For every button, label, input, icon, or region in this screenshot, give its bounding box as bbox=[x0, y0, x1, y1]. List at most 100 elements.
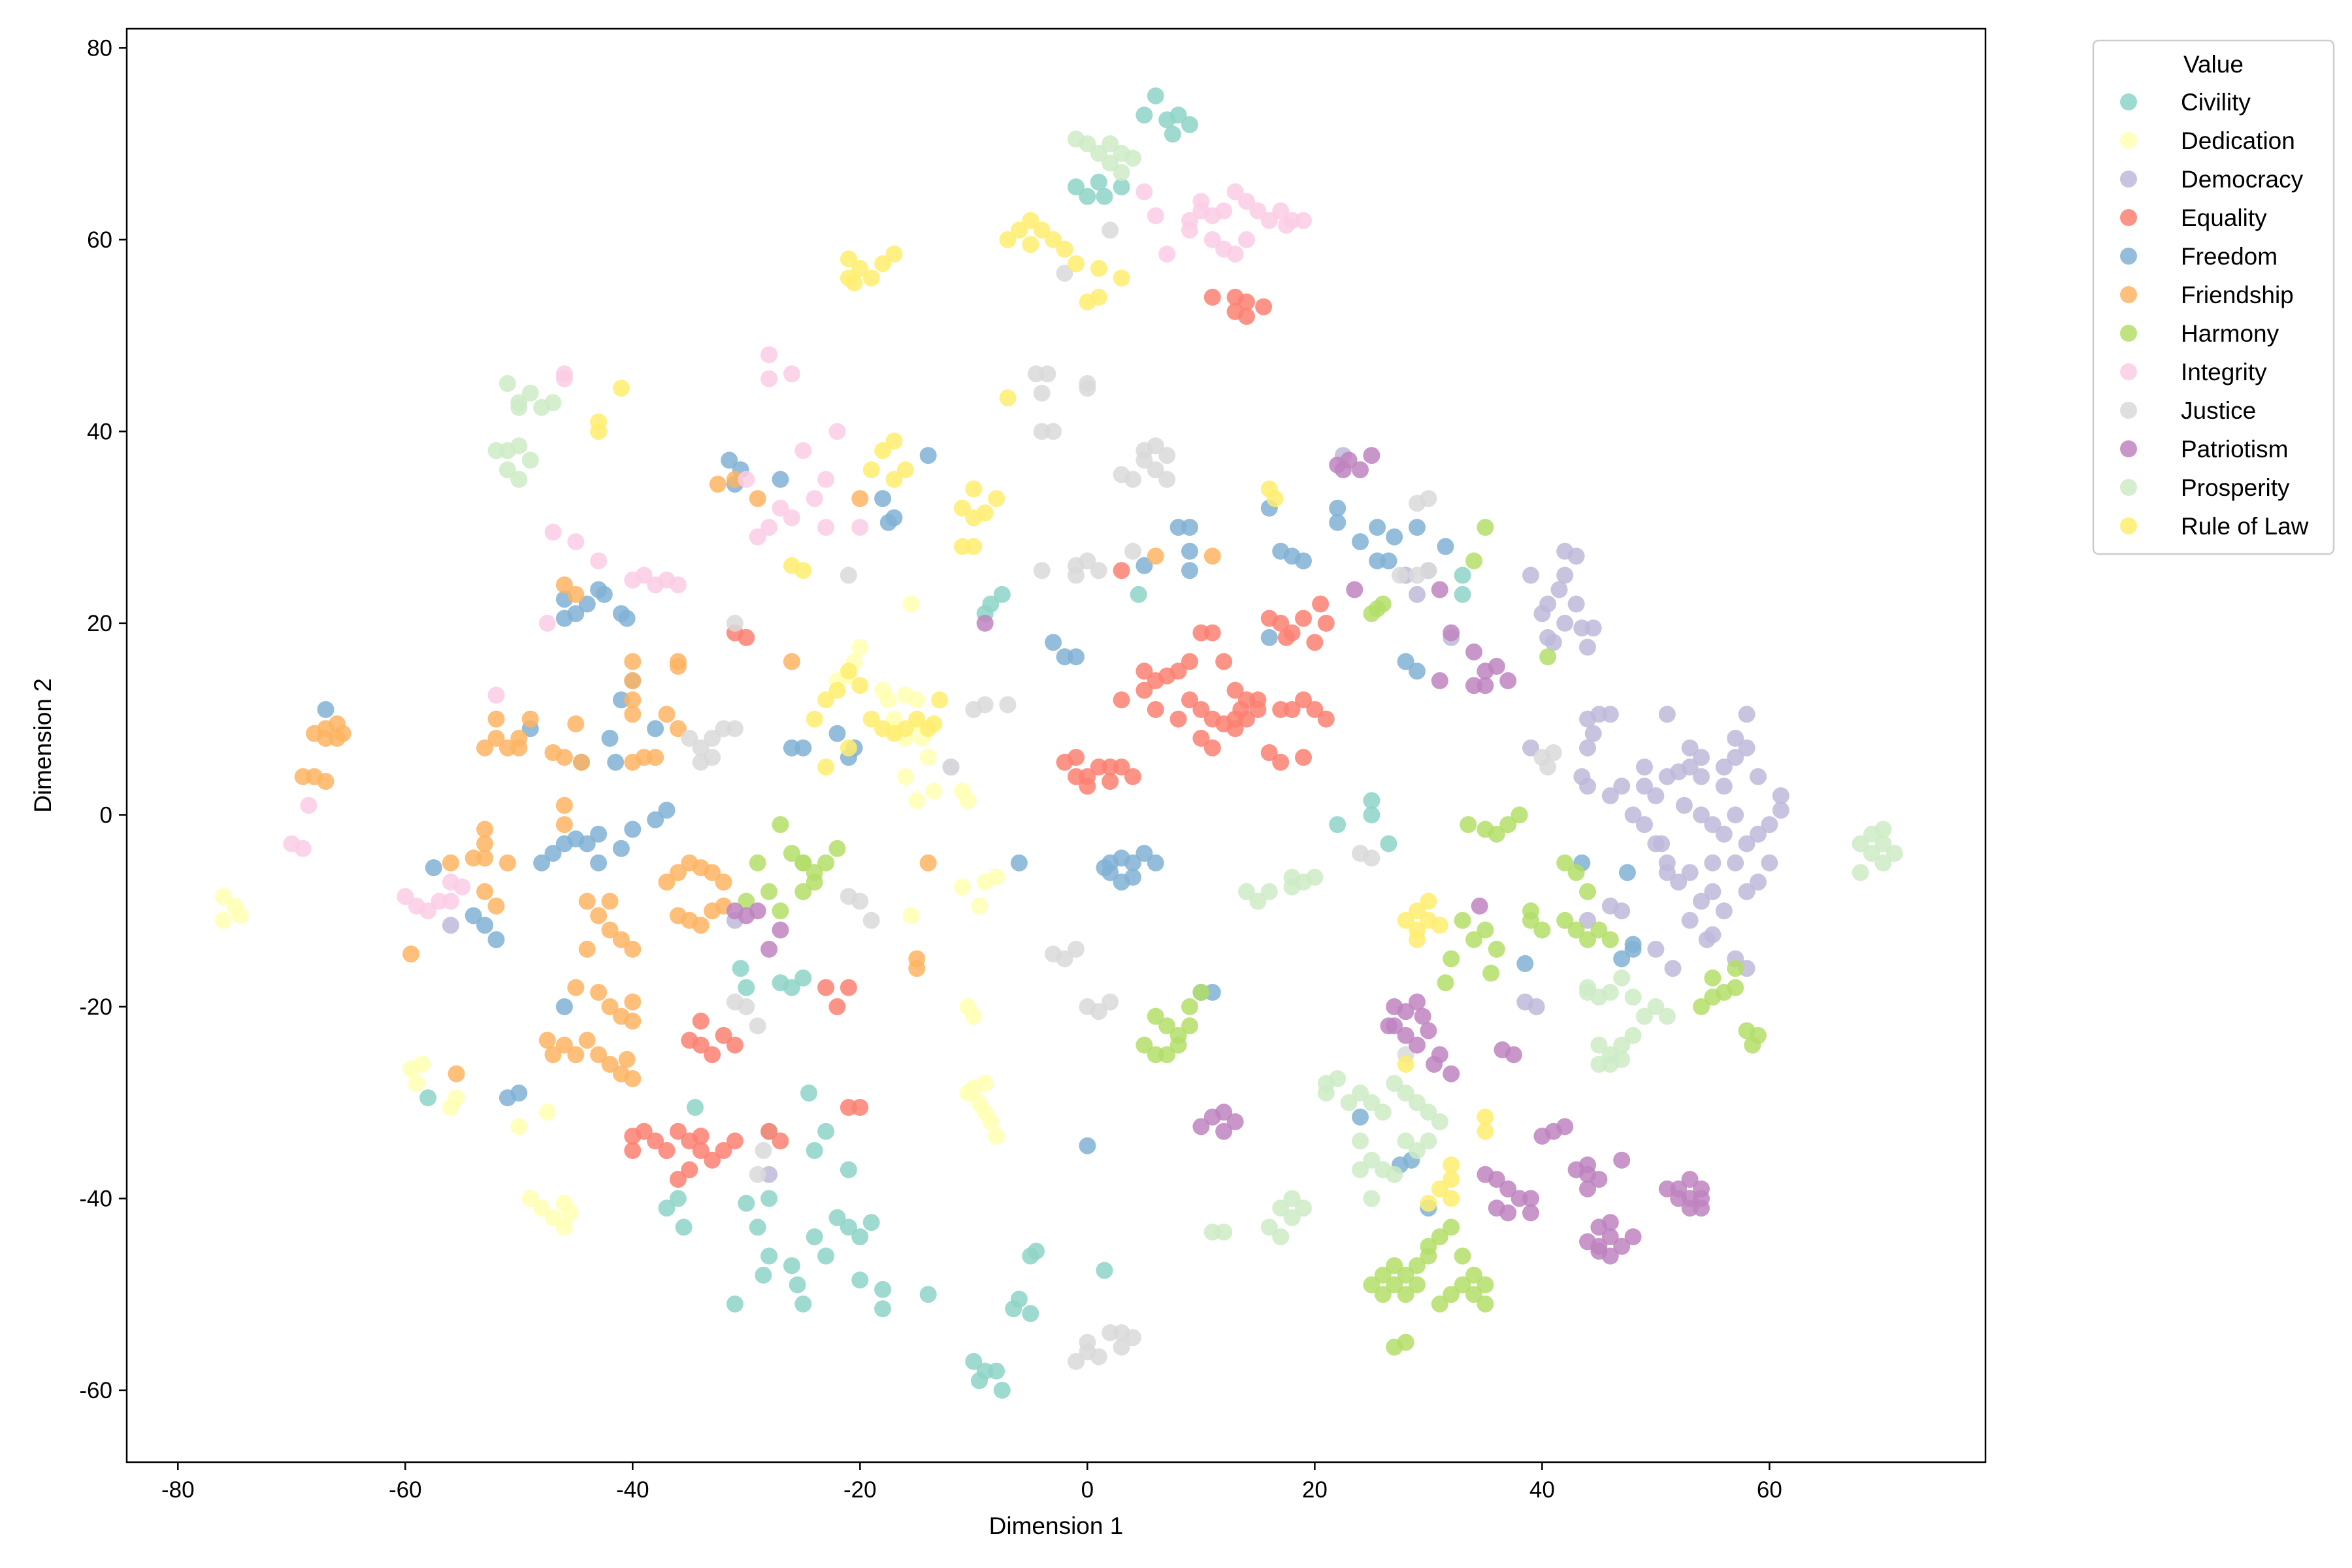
point-equality bbox=[1113, 691, 1130, 709]
point-justice bbox=[738, 998, 755, 1015]
point-friendship bbox=[908, 960, 926, 977]
point-democracy bbox=[1527, 998, 1545, 1015]
point-dedication bbox=[851, 638, 869, 656]
point-equality bbox=[1306, 701, 1324, 718]
point-dedication bbox=[971, 897, 988, 915]
point-dedication bbox=[521, 1190, 539, 1207]
point-equality bbox=[1169, 710, 1187, 728]
point-civility bbox=[1363, 806, 1380, 824]
point-civility bbox=[732, 960, 749, 977]
x-tick-label: -40 bbox=[616, 1477, 649, 1503]
point-prosperity bbox=[1420, 1132, 1437, 1150]
point-rule-of-law bbox=[1409, 902, 1426, 920]
point-rule-of-law bbox=[874, 442, 892, 459]
y-tick-label: 20 bbox=[87, 611, 112, 636]
point-freedom bbox=[1181, 542, 1198, 560]
point-friendship bbox=[783, 653, 800, 670]
point-harmony bbox=[1693, 998, 1710, 1015]
point-friendship bbox=[555, 576, 573, 594]
point-integrity bbox=[817, 519, 835, 536]
point-freedom bbox=[1135, 845, 1153, 862]
point-rule-of-law bbox=[840, 662, 857, 680]
point-democracy bbox=[1681, 759, 1699, 776]
point-rule-of-law bbox=[840, 250, 857, 268]
point-justice bbox=[1068, 940, 1085, 958]
point-integrity bbox=[1260, 212, 1278, 229]
point-patriotism bbox=[1624, 1228, 1642, 1246]
point-democracy bbox=[1664, 960, 1682, 977]
point-freedom bbox=[317, 701, 335, 718]
point-harmony bbox=[1477, 519, 1494, 536]
point-civility bbox=[1135, 106, 1153, 124]
point-democracy bbox=[1567, 547, 1585, 565]
point-integrity bbox=[806, 490, 823, 508]
point-justice bbox=[1079, 552, 1096, 570]
point-justice bbox=[1039, 365, 1056, 383]
point-patriotism bbox=[1477, 677, 1494, 694]
point-democracy bbox=[1579, 911, 1596, 929]
point-democracy bbox=[1727, 749, 1744, 766]
point-friendship bbox=[704, 864, 721, 881]
point-democracy bbox=[1636, 816, 1653, 834]
point-equality bbox=[1169, 662, 1187, 680]
point-patriotism bbox=[1681, 1190, 1699, 1207]
point-dedication bbox=[908, 792, 926, 809]
legend-label-integrity: Integrity bbox=[2181, 359, 2267, 385]
point-dedication bbox=[408, 1075, 425, 1092]
point-harmony bbox=[1192, 983, 1210, 1001]
point-prosperity bbox=[1260, 883, 1278, 900]
point-harmony bbox=[1465, 552, 1482, 570]
legend-label-patriotism: Patriotism bbox=[2181, 436, 2288, 463]
point-equality bbox=[1147, 701, 1164, 718]
point-freedom bbox=[544, 845, 562, 862]
point-equality bbox=[1317, 614, 1335, 632]
point-civility bbox=[738, 979, 755, 996]
point-justice bbox=[704, 730, 721, 747]
y-axis: -60 -40 -20 0 20 40 60 80 bbox=[79, 35, 127, 1403]
point-rule-of-law bbox=[1477, 1108, 1494, 1126]
point-prosperity bbox=[1852, 835, 1869, 853]
point-prosperity bbox=[1249, 892, 1267, 910]
point-civility bbox=[800, 1085, 817, 1102]
point-democracy bbox=[1522, 739, 1539, 757]
legend-marker-civility bbox=[2120, 93, 2137, 110]
point-harmony bbox=[1511, 806, 1528, 824]
point-rule-of-law bbox=[828, 681, 846, 699]
point-democracy bbox=[1704, 926, 1722, 943]
point-civility bbox=[971, 1372, 988, 1390]
point-prosperity bbox=[1238, 883, 1255, 900]
point-democracy bbox=[1409, 585, 1426, 603]
point-justice bbox=[1079, 380, 1096, 397]
point-equality bbox=[624, 1142, 642, 1159]
point-patriotism bbox=[1499, 1204, 1517, 1222]
point-equality bbox=[658, 1142, 676, 1159]
point-patriotism bbox=[1420, 1022, 1437, 1039]
point-prosperity bbox=[487, 442, 505, 459]
point-democracy bbox=[442, 917, 459, 934]
point-justice bbox=[692, 739, 710, 757]
point-rule-of-law bbox=[1420, 1194, 1437, 1212]
point-friendship bbox=[1203, 547, 1221, 565]
point-harmony bbox=[1386, 1276, 1403, 1294]
legend-marker-democracy bbox=[2120, 171, 2137, 188]
point-prosperity bbox=[1397, 1132, 1414, 1150]
point-equality bbox=[828, 998, 846, 1015]
point-harmony bbox=[1556, 911, 1574, 929]
point-justice bbox=[1391, 566, 1409, 584]
point-harmony bbox=[1443, 1286, 1460, 1303]
point-prosperity bbox=[1068, 130, 1085, 148]
point-freedom bbox=[555, 835, 573, 853]
point-rule-of-law bbox=[1045, 231, 1062, 248]
point-prosperity bbox=[521, 384, 539, 402]
point-civility bbox=[760, 1190, 778, 1207]
point-harmony bbox=[749, 854, 766, 872]
point-civility bbox=[1068, 178, 1085, 196]
y-tick-label: 80 bbox=[87, 35, 112, 61]
point-rule-of-law bbox=[817, 759, 835, 776]
point-friendship bbox=[476, 739, 494, 757]
point-freedom bbox=[1096, 859, 1113, 877]
point-equality bbox=[1249, 701, 1267, 718]
point-rule-of-law bbox=[999, 231, 1017, 248]
point-prosperity bbox=[1624, 1026, 1642, 1044]
point-equality bbox=[692, 1128, 710, 1145]
